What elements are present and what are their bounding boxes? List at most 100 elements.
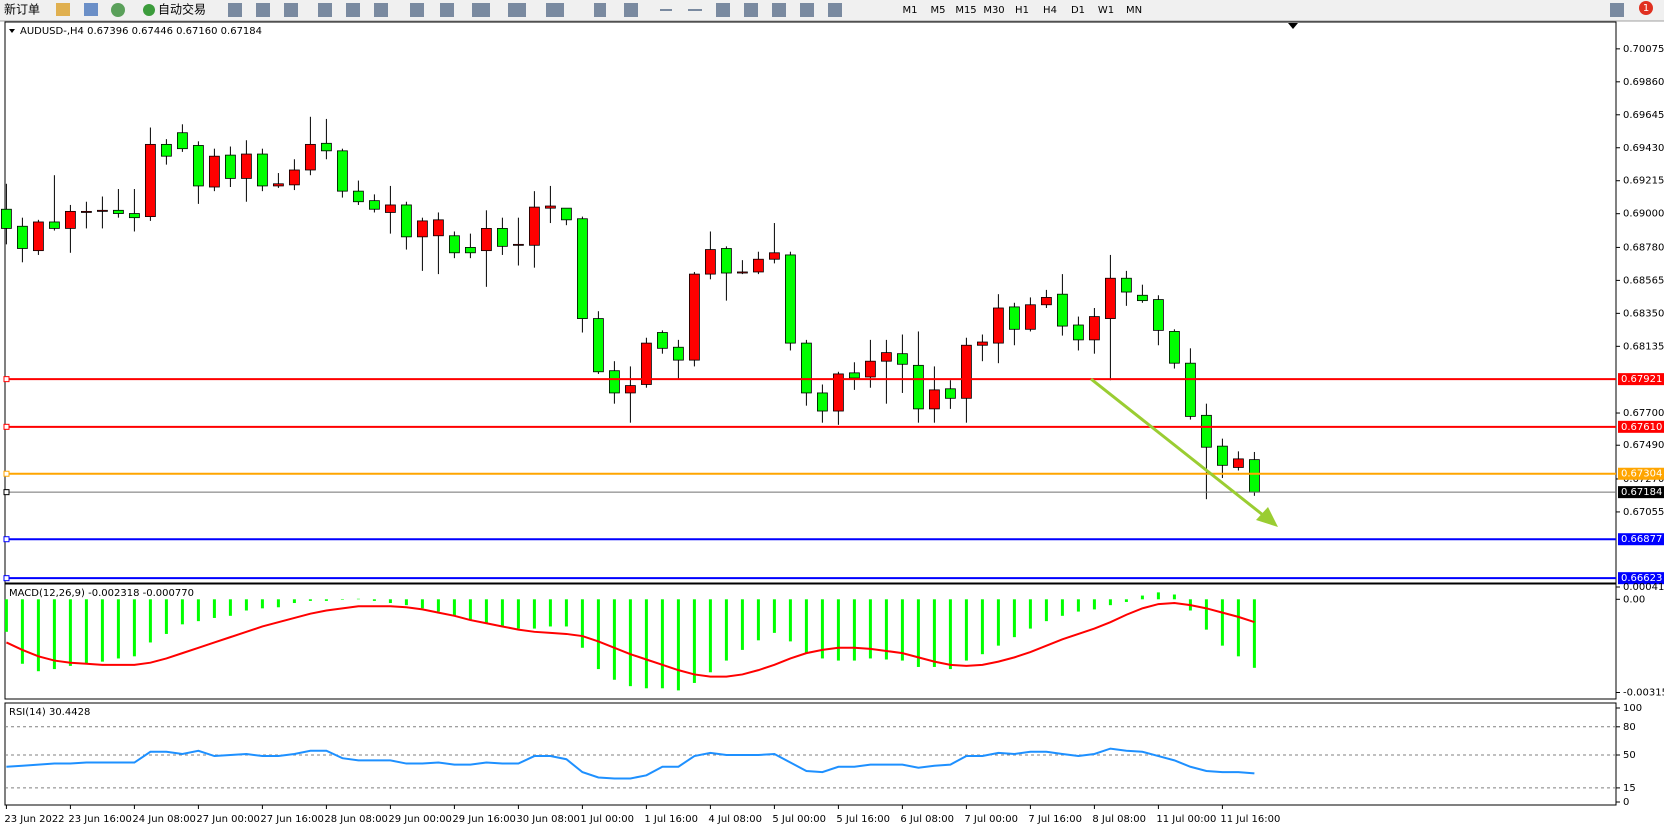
candle-body — [176, 132, 188, 150]
x-tick-label: 1 Jul 16:00 — [644, 814, 698, 825]
x-tick-label: 5 Jul 00:00 — [772, 814, 826, 825]
icon[interactable] — [800, 3, 814, 17]
timeframe-button[interactable]: M30 — [983, 5, 1004, 16]
candle-body — [849, 372, 860, 379]
icon[interactable] — [284, 3, 298, 17]
icon[interactable] — [828, 3, 842, 17]
level-label-bg — [1618, 572, 1664, 585]
x-tick-label: 11 Jul 16:00 — [1220, 814, 1280, 825]
icon[interactable] — [546, 3, 564, 17]
icon[interactable] — [440, 3, 454, 17]
candle-body — [1057, 293, 1068, 327]
candle-body — [993, 307, 1004, 344]
icon[interactable] — [744, 3, 758, 17]
icon[interactable] — [716, 3, 730, 17]
histogram-bar — [1236, 599, 1240, 657]
icon[interactable] — [84, 3, 98, 16]
candle-body — [144, 143, 156, 218]
timeframe-button[interactable]: MN — [1126, 5, 1142, 16]
auto-trade-button[interactable]: 自动交易 — [158, 2, 206, 17]
candle-body — [705, 249, 716, 275]
candle-body — [737, 271, 748, 274]
histogram-bar — [388, 599, 392, 604]
icon[interactable] — [624, 3, 638, 17]
histogram-bar — [660, 599, 664, 689]
icon[interactable] — [410, 3, 424, 17]
candle-body — [1105, 277, 1116, 319]
histogram-bar — [676, 599, 680, 691]
icon[interactable] — [688, 9, 702, 11]
candle-body — [208, 155, 220, 188]
x-tick-label: 5 Jul 16:00 — [836, 814, 890, 825]
histogram-bar — [868, 599, 872, 659]
candle-body — [1153, 299, 1164, 331]
icon[interactable] — [346, 3, 360, 17]
y-tick-label: 0.68565 — [1623, 275, 1664, 286]
level-handle — [3, 536, 10, 543]
histogram-bar — [996, 599, 1000, 646]
x-tick-label: 30 Jun 08:00 — [516, 814, 580, 825]
candle-body — [561, 207, 572, 221]
candle-body — [1121, 277, 1132, 293]
icon[interactable] — [374, 3, 388, 17]
candle-body — [1009, 306, 1020, 330]
x-tick-label: 29 Jun 00:00 — [388, 814, 452, 825]
histogram-bar — [628, 599, 632, 687]
histogram-bar — [228, 599, 232, 616]
candle-body — [416, 220, 428, 238]
search-icon[interactable] — [1610, 3, 1624, 17]
icon[interactable] — [111, 3, 125, 17]
level-label: 0.67610 — [1621, 422, 1662, 433]
timeframe-button[interactable]: H4 — [1043, 5, 1057, 16]
icon[interactable] — [472, 3, 490, 17]
icon[interactable] — [594, 3, 606, 17]
icon[interactable] — [56, 3, 70, 16]
icon[interactable] — [256, 3, 270, 17]
candle-body — [1249, 459, 1260, 493]
level-handle — [3, 489, 10, 496]
candle-body — [336, 150, 348, 192]
notification-badge[interactable] — [1639, 1, 1653, 15]
level-label: 0.67921 — [1621, 374, 1662, 385]
histogram-bar — [308, 599, 312, 601]
histogram-bar — [420, 599, 424, 609]
icon[interactable] — [772, 3, 786, 17]
histogram-bar — [116, 599, 120, 659]
histogram-bar — [1140, 595, 1144, 600]
new-order-button[interactable]: 新订单 — [4, 2, 40, 17]
notification-count: 1 — [1643, 3, 1649, 14]
candle-body — [529, 206, 540, 246]
timeframe-button[interactable]: W1 — [1098, 5, 1114, 16]
x-tick-label: 27 Jun 00:00 — [196, 814, 260, 825]
icon[interactable] — [318, 3, 332, 17]
icon[interactable] — [508, 3, 526, 17]
candle-body — [160, 143, 172, 157]
candle-body — [609, 370, 620, 394]
histogram-bar — [484, 599, 488, 624]
histogram-bar — [84, 599, 88, 664]
candle-body — [977, 341, 988, 346]
timeframe-button[interactable]: M5 — [931, 5, 946, 16]
y-tick-label: 0.69860 — [1623, 77, 1664, 88]
timeframe-button[interactable]: M1 — [903, 5, 918, 16]
histogram-bar — [820, 599, 824, 659]
histogram-bar — [836, 599, 840, 661]
icon[interactable] — [228, 3, 242, 17]
timeframe-button[interactable]: D1 — [1071, 5, 1085, 16]
level-label-bg — [1618, 533, 1664, 546]
histogram-bar — [980, 599, 984, 655]
auto-trade-icon[interactable] — [143, 4, 155, 16]
timeframe-button[interactable]: M15 — [955, 5, 976, 16]
candle-body — [657, 332, 668, 349]
histogram-bar — [948, 599, 952, 670]
candle-body — [192, 145, 204, 187]
histogram-bar — [1108, 599, 1112, 606]
y-tick-label: 0 — [1623, 797, 1629, 808]
histogram-bar — [132, 599, 136, 657]
timeframe-button[interactable]: H1 — [1015, 5, 1029, 16]
y-tick-label: 15 — [1623, 783, 1636, 794]
candle-body — [49, 221, 60, 229]
icon[interactable] — [660, 9, 672, 11]
x-tick-label: 6 Jul 08:00 — [900, 814, 954, 825]
histogram-bar — [196, 599, 200, 622]
